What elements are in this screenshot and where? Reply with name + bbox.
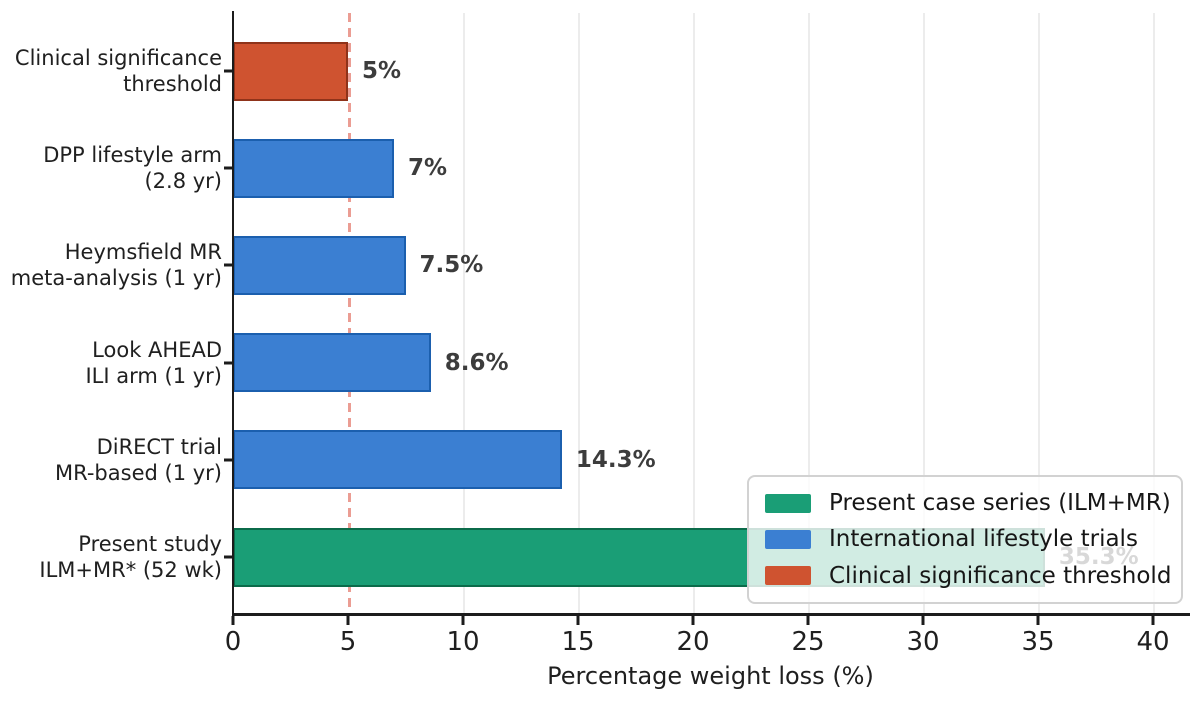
y-axis-spine xyxy=(232,11,234,615)
x-tick-label: 35 xyxy=(1021,627,1055,657)
x-tick-label: 10 xyxy=(446,627,480,657)
gridline xyxy=(923,13,925,613)
category-label: Heymsfield MR meta-analysis (1 yr) xyxy=(0,239,222,291)
gridline xyxy=(1153,13,1155,613)
legend-swatch xyxy=(765,493,811,513)
category-label-line2: ILI arm (1 yr) xyxy=(85,363,222,388)
y-tick-mark xyxy=(224,166,232,170)
y-tick-mark xyxy=(224,361,232,365)
category-label-line2: threshold xyxy=(123,72,222,96)
category-label-line2: (2.8 yr) xyxy=(144,169,222,194)
y-tick-mark xyxy=(224,69,232,73)
legend-swatch xyxy=(765,566,811,586)
bar-value-label: 14.3% xyxy=(575,446,656,473)
x-axis-title: Percentage weight loss (%) xyxy=(547,662,874,690)
x-tick-label: 0 xyxy=(224,627,242,657)
legend: Present case series (ILM+MR) Internationa… xyxy=(747,475,1183,604)
bar xyxy=(233,430,562,490)
x-tick-mark xyxy=(1151,616,1155,625)
category-label-line2: MR-based (1 yr) xyxy=(55,460,222,485)
x-tick-mark xyxy=(576,616,580,625)
x-axis-spine xyxy=(232,613,1190,616)
bar xyxy=(233,333,431,393)
x-tick-mark xyxy=(346,616,350,625)
category-label-line1: Heymsfield MR xyxy=(64,240,222,265)
x-tick-mark xyxy=(691,616,695,625)
y-tick-mark xyxy=(224,263,232,267)
x-tick-label: 15 xyxy=(561,627,595,657)
legend-item-label: International lifestyle trials xyxy=(829,526,1138,553)
category-label-line1: Clinical significance xyxy=(14,46,222,70)
category-label-line2: ILM+MR* (52 wk) xyxy=(39,558,222,582)
category-label: Look AHEAD ILI arm (1 yr) xyxy=(0,337,222,389)
category-label: Clinical significance threshold xyxy=(0,45,222,97)
bar xyxy=(233,41,348,101)
bar-value-label: 7% xyxy=(408,155,448,182)
bar-value-label: 5% xyxy=(362,58,402,84)
x-tick-label: 5 xyxy=(339,627,357,657)
x-tick-label: 25 xyxy=(791,627,825,657)
legend-item-label: Clinical significance threshold xyxy=(829,562,1172,589)
category-label: DiRECT trial MR-based (1 yr) xyxy=(0,434,222,486)
category-label-line1: Look AHEAD xyxy=(92,337,222,362)
x-tick-mark xyxy=(921,616,925,625)
x-tick-label: 40 xyxy=(1136,627,1170,657)
legend-item-label: Present case series (ILM+MR) xyxy=(829,490,1171,517)
x-tick-mark xyxy=(806,616,810,625)
gridline xyxy=(463,13,465,613)
category-label-line1: Present study xyxy=(78,532,222,556)
bar-value-label: 7.5% xyxy=(419,252,484,279)
gridline xyxy=(693,13,695,613)
x-tick-mark xyxy=(1036,616,1040,625)
legend-row: Present case series (ILM+MR) xyxy=(765,490,1171,516)
x-tick-mark xyxy=(231,616,235,625)
x-tick-label: 20 xyxy=(676,627,710,657)
plot-area xyxy=(233,13,1188,613)
gridline xyxy=(578,13,580,613)
category-label-line1: DPP lifestyle arm xyxy=(43,143,222,168)
category-label: DPP lifestyle arm (2.8 yr) xyxy=(0,142,222,194)
category-label: Present study ILM+MR* (52 wk) xyxy=(0,531,222,583)
gridline xyxy=(808,13,810,613)
y-tick-mark xyxy=(224,555,232,559)
gridline xyxy=(1038,13,1040,613)
y-tick-mark xyxy=(224,458,232,462)
legend-swatch xyxy=(765,529,811,549)
bar xyxy=(233,138,394,198)
bar-value-label: 8.6% xyxy=(444,349,509,376)
legend-row: International lifestyle trials xyxy=(765,526,1165,552)
category-label-line2: meta-analysis (1 yr) xyxy=(10,266,222,291)
x-tick-label: 30 xyxy=(906,627,940,657)
bar xyxy=(233,235,406,295)
legend-row: Clinical significance threshold xyxy=(765,563,1171,589)
category-label-line1: DiRECT trial xyxy=(96,434,222,459)
threshold-line xyxy=(348,13,351,613)
x-tick-mark xyxy=(461,616,465,625)
